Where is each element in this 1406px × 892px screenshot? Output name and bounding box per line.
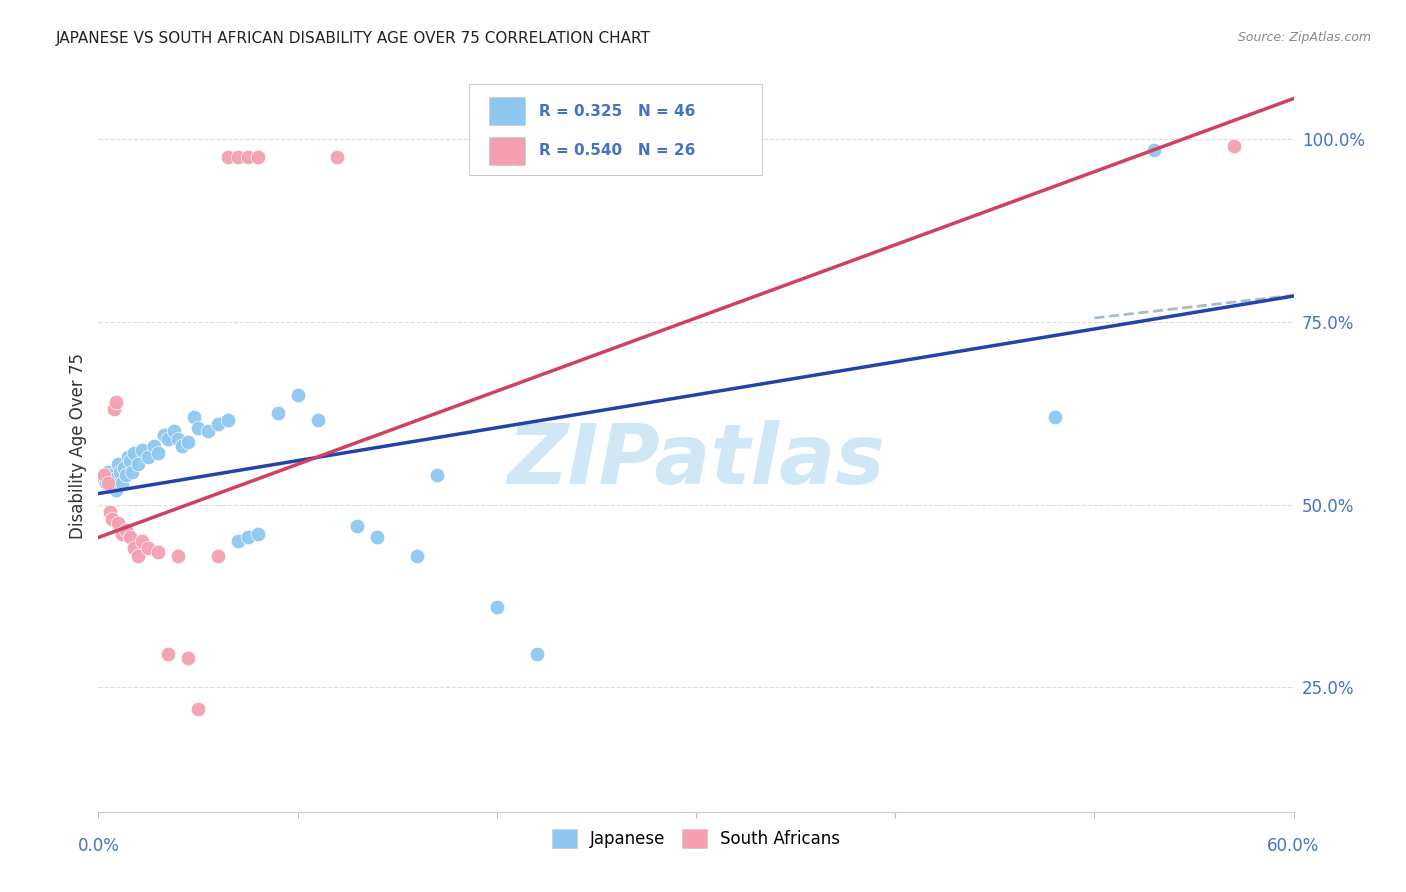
FancyBboxPatch shape: [489, 136, 524, 165]
Point: [98, 505, 122, 519]
Point: [406, 549, 429, 563]
Point: [167, 549, 190, 563]
Text: R = 0.325   N = 46: R = 0.325 N = 46: [540, 103, 696, 119]
Point: [207, 549, 229, 563]
Point: [131, 534, 153, 549]
Point: [115, 523, 138, 537]
Point: [157, 648, 180, 662]
Text: ZIPatlas: ZIPatlas: [508, 420, 884, 501]
Point: [246, 526, 269, 541]
Point: [1143, 143, 1166, 157]
Point: [485, 599, 508, 614]
Point: [107, 457, 129, 471]
Point: [120, 453, 142, 467]
Point: [97, 465, 120, 479]
Point: [101, 468, 124, 483]
Point: [112, 461, 135, 475]
Point: [1043, 409, 1066, 424]
Point: [183, 409, 205, 424]
Point: [143, 439, 166, 453]
Point: [217, 413, 239, 427]
Point: [236, 150, 259, 164]
Point: [157, 432, 180, 446]
Point: [172, 439, 194, 453]
Point: [124, 446, 146, 460]
Text: JAPANESE VS SOUTH AFRICAN DISABILITY AGE OVER 75 CORRELATION CHART: JAPANESE VS SOUTH AFRICAN DISABILITY AGE…: [56, 31, 651, 46]
Point: [117, 450, 139, 464]
Point: [148, 446, 170, 460]
Point: [127, 457, 149, 471]
Point: [226, 534, 249, 549]
Point: [163, 425, 186, 439]
Point: [207, 417, 229, 431]
Point: [287, 388, 309, 402]
Point: [197, 425, 219, 439]
Point: [97, 475, 120, 490]
Text: 0.0%: 0.0%: [77, 837, 120, 855]
Point: [236, 530, 259, 544]
FancyBboxPatch shape: [470, 84, 762, 176]
Point: [115, 468, 138, 483]
Point: [111, 475, 134, 490]
Point: [120, 530, 142, 544]
Point: [426, 468, 449, 483]
Point: [153, 428, 176, 442]
Point: [307, 413, 329, 427]
Point: [105, 395, 128, 409]
Legend: Japanese, South Africans: Japanese, South Africans: [546, 822, 846, 855]
Point: [167, 432, 190, 446]
Point: [267, 406, 290, 420]
Point: [103, 402, 125, 417]
Point: [111, 526, 134, 541]
Point: [177, 651, 200, 665]
Point: [121, 465, 143, 479]
Point: [127, 549, 149, 563]
Point: [101, 512, 124, 526]
Text: Source: ZipAtlas.com: Source: ZipAtlas.com: [1237, 31, 1371, 45]
Text: R = 0.540   N = 26: R = 0.540 N = 26: [540, 144, 696, 158]
Point: [187, 421, 209, 435]
Point: [98, 475, 122, 490]
Point: [1223, 139, 1246, 153]
Point: [217, 150, 239, 164]
Text: 60.0%: 60.0%: [1267, 837, 1320, 855]
Point: [346, 519, 368, 533]
Point: [131, 442, 153, 457]
Point: [136, 450, 159, 464]
Point: [110, 465, 132, 479]
Point: [526, 648, 548, 662]
Point: [124, 541, 146, 556]
Point: [148, 545, 170, 559]
Point: [105, 483, 128, 497]
Point: [187, 702, 209, 716]
Point: [93, 468, 115, 483]
Point: [93, 472, 115, 486]
Point: [226, 150, 249, 164]
Point: [177, 435, 200, 450]
Point: [366, 530, 388, 544]
Point: [103, 472, 125, 486]
Point: [96, 475, 118, 490]
Y-axis label: Disability Age Over 75: Disability Age Over 75: [69, 353, 87, 539]
Point: [107, 516, 129, 530]
Point: [246, 150, 269, 164]
FancyBboxPatch shape: [489, 97, 524, 125]
Point: [326, 150, 349, 164]
Point: [136, 541, 159, 556]
